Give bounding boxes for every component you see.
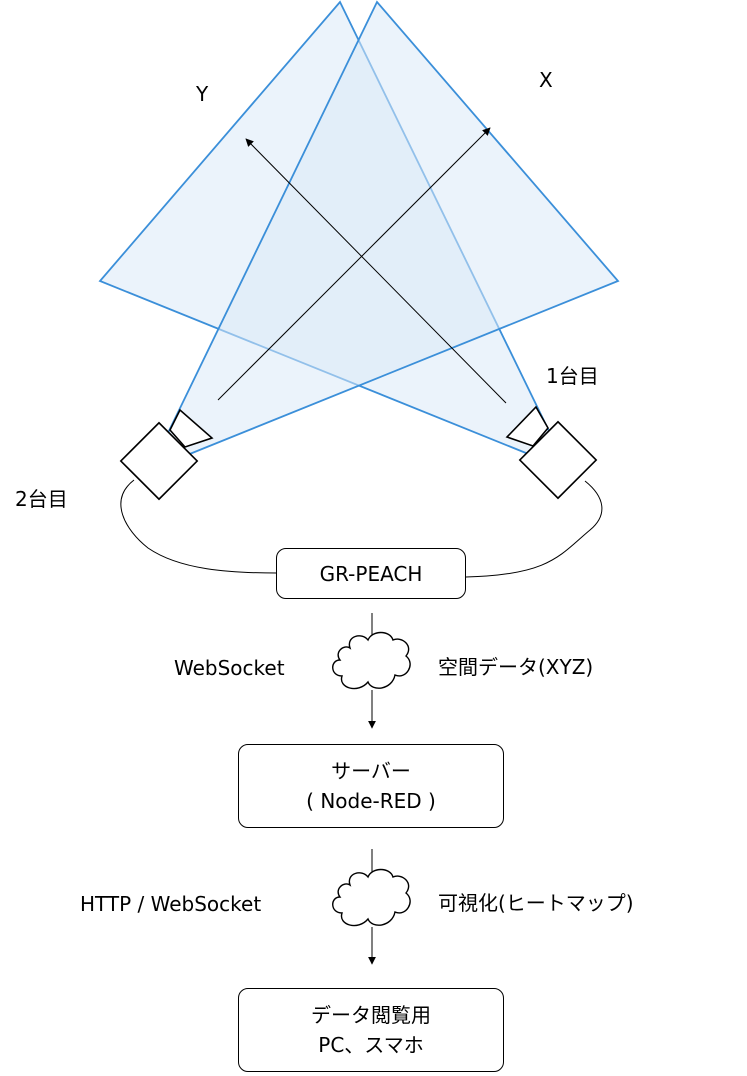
camera2-label: 2台目 [15,487,68,511]
client-subtitle: PC、スマホ [318,1033,424,1057]
cloud-icon [332,631,411,690]
camera1-cable [465,480,603,578]
y-axis-label: Y [196,82,209,106]
camera2-icon [119,408,214,501]
client-node: データ閲覧用 PC、スマホ [238,988,504,1072]
client-title: データ閲覧用 [311,1003,431,1027]
gr-peach-label: GR-PEACH [319,561,423,586]
cloud-icon [332,868,411,927]
link1-protocol-label: WebSocket [174,656,285,680]
server-subtitle: ( Node-RED ) [306,789,436,813]
camera2-field-of-view [148,0,620,472]
link1-payload-label: 空間データ(XYZ) [438,655,594,679]
link2-protocol-label: HTTP / WebSocket [80,892,262,916]
gr-peach-node: GR-PEACH [276,548,466,599]
camera1-label: 1台目 [546,364,599,388]
camera2-cable [120,479,278,574]
x-axis-label: X [539,68,553,92]
x-axis-arrow [217,127,491,401]
camera1-icon [505,405,598,500]
y-axis-arrow [245,138,507,404]
link2-payload-label: 可視化(ヒートマップ) [438,891,634,915]
server-node: サーバー ( Node-RED ) [238,744,504,828]
server-title: サーバー [331,759,411,783]
